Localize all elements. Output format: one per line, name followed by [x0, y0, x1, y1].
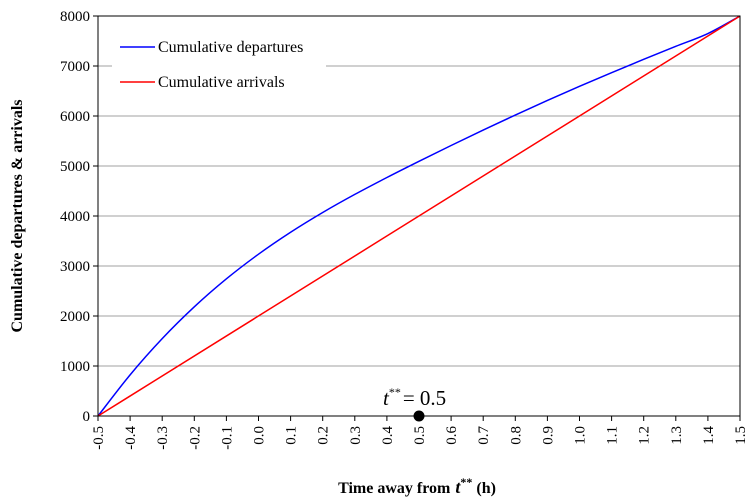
- y-tick-label: 5000: [60, 159, 90, 175]
- x-tick-label: -0.4: [123, 426, 139, 450]
- tick-layer: 0 1000 2000 3000 4000 5000 6000 7000 8000 -0.5 -0.…: [60, 9, 747, 450]
- x-tick-label: 0.8: [508, 426, 524, 445]
- y-tick-label: 0: [83, 409, 91, 425]
- x-tick-label: -0.1: [219, 426, 235, 450]
- x-tick-label: 0.5: [412, 426, 428, 445]
- legend-background: [112, 32, 326, 94]
- x-tick-label: 0.6: [444, 426, 460, 445]
- legend-label-0: Cumulative departures: [158, 39, 303, 56]
- y-tick-label: 4000: [60, 209, 90, 225]
- x-tick-label: 1.0: [573, 426, 589, 445]
- series-layer: [97, 15, 741, 417]
- x-tick-label: 1.4: [701, 426, 717, 445]
- x-tick-label: 0.1: [284, 426, 300, 445]
- y-tick-label: 2000: [60, 309, 90, 325]
- annotation-layer: t**= 0.5: [383, 385, 446, 422]
- y-tick-label: 6000: [60, 109, 90, 125]
- annotation-var: t: [383, 386, 390, 410]
- x-axis-title-text: Time away from: [338, 480, 451, 497]
- annotation-value: = 0.5: [403, 386, 446, 410]
- x-tick-label: -0.2: [187, 426, 203, 450]
- x-tick-label: 1.5: [733, 426, 747, 445]
- series-line-0: [97, 15, 741, 417]
- x-tick-label: -0.5: [91, 426, 107, 450]
- y-tick-label: 7000: [60, 59, 90, 75]
- x-tick-label: 0.0: [252, 426, 268, 445]
- x-tick-label: 0.3: [348, 426, 364, 445]
- annotation-label-0: t**= 0.5: [383, 385, 446, 410]
- x-tick-label: 0.7: [476, 426, 492, 445]
- x-tick-label: 0.9: [540, 426, 556, 445]
- x-axis-title-sup: **: [460, 475, 472, 489]
- annotation-sup: **: [389, 385, 401, 399]
- y-tick-label: 8000: [60, 9, 90, 25]
- annotation-point-0: [413, 410, 425, 422]
- x-tick-label: 1.3: [669, 426, 685, 445]
- x-tick-label: 1.2: [637, 426, 653, 445]
- y-axis-title: Cumulative departures & arrivals: [9, 99, 26, 332]
- y-tick-label: 1000: [60, 359, 90, 375]
- legend-label-1: Cumulative arrivals: [158, 74, 285, 91]
- x-tick-label: 0.4: [380, 426, 396, 445]
- x-tick-label: 0.2: [316, 426, 332, 445]
- x-axis-title: Time away from t** (h): [338, 475, 496, 497]
- x-tick-label: -0.3: [155, 426, 171, 450]
- x-axis-title-var: t: [455, 477, 461, 497]
- x-axis-title-unit: (h): [476, 480, 496, 497]
- y-tick-label: 3000: [60, 259, 90, 275]
- series-line-1: [97, 15, 741, 417]
- legend: Cumulative departures Cumulative arrivals: [112, 32, 326, 94]
- x-tick-label: 1.1: [605, 426, 621, 445]
